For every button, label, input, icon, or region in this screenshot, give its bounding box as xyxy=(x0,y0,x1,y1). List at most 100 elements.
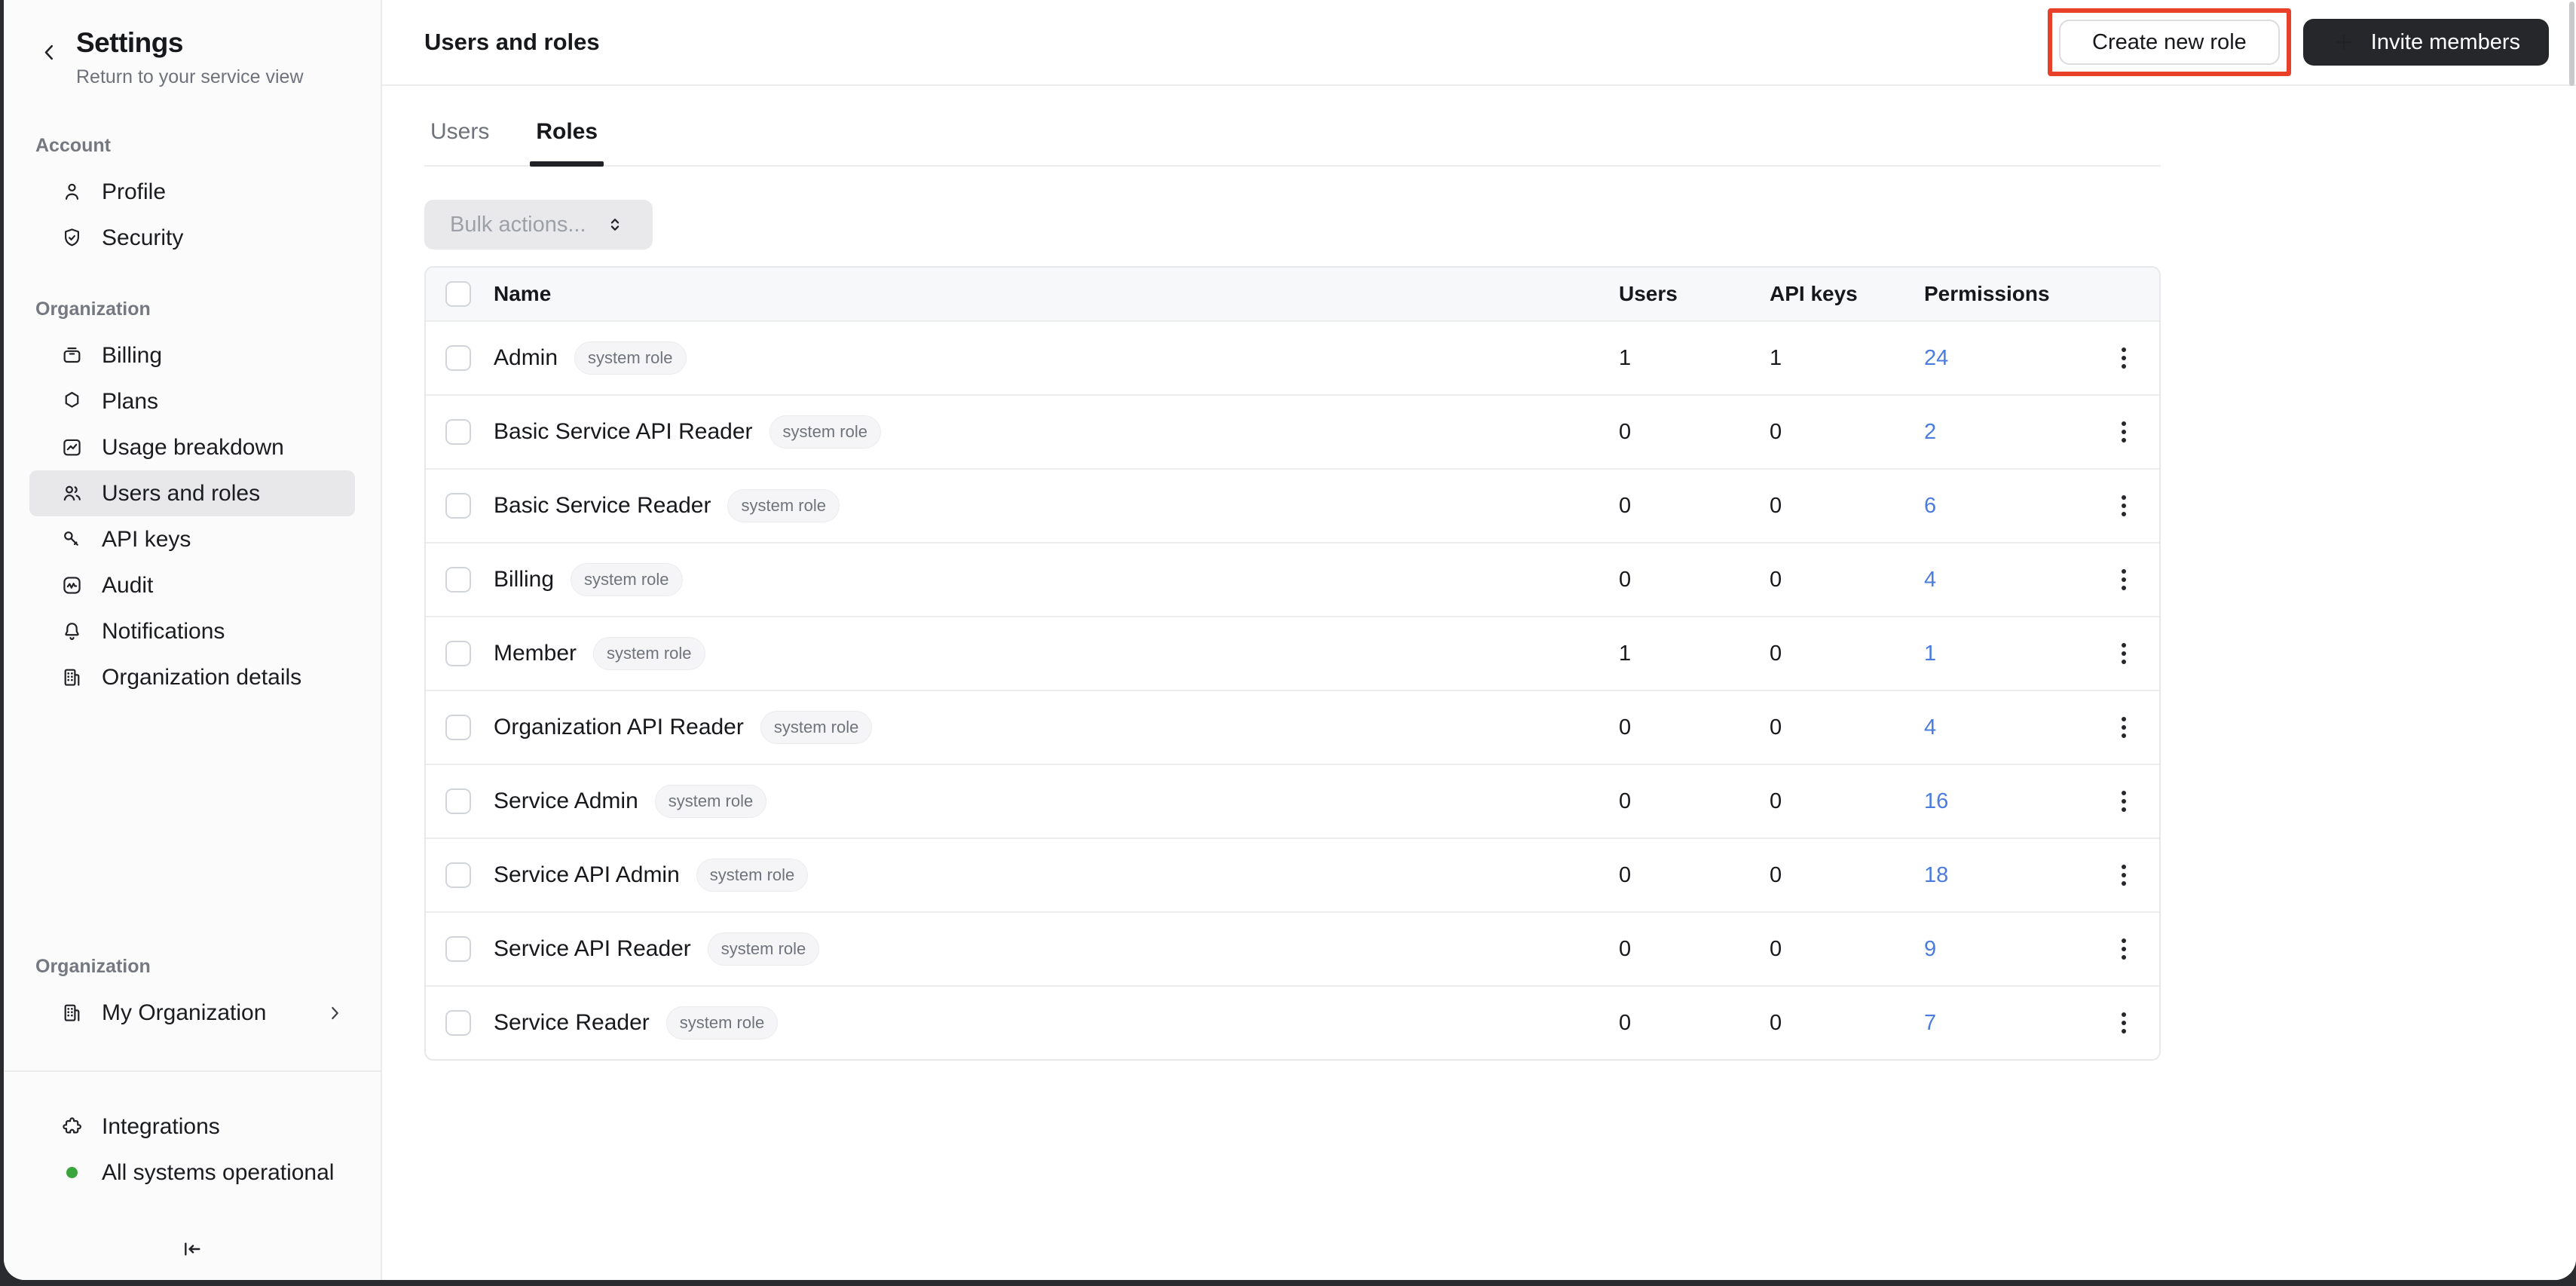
invite-members-button[interactable]: Invite members xyxy=(2302,19,2549,66)
app-window: Settings Return to your service view Acc… xyxy=(4,0,2576,1280)
row-checkbox[interactable] xyxy=(445,862,471,888)
permissions-link[interactable]: 6 xyxy=(1924,493,1937,518)
tab-bar: Users Roles xyxy=(424,119,2161,167)
role-name: Service Reader xyxy=(494,1010,650,1035)
hexagon-icon xyxy=(60,390,84,413)
row-actions-menu-button[interactable] xyxy=(2097,631,2150,676)
select-all-checkbox[interactable] xyxy=(445,281,471,307)
bulk-actions-select[interactable]: Bulk actions... xyxy=(424,200,653,250)
api-keys-count: 0 xyxy=(1770,862,1782,887)
select-chevrons-icon xyxy=(603,214,627,235)
row-checkbox[interactable] xyxy=(445,788,471,814)
users-count: 0 xyxy=(1619,567,1632,592)
permissions-link[interactable]: 16 xyxy=(1924,788,1949,813)
role-name-cell: Organization API Reader system role xyxy=(494,711,1619,744)
row-actions-menu-button[interactable] xyxy=(2097,409,2150,455)
row-actions-menu-button[interactable] xyxy=(2097,926,2150,972)
column-header-api-keys: API keys xyxy=(1770,282,1858,305)
system-role-badge: system role xyxy=(665,1006,779,1040)
sidebar-item-usage-breakdown[interactable]: Usage breakdown xyxy=(29,424,355,470)
row-actions-menu-button[interactable] xyxy=(2097,779,2150,824)
bell-icon xyxy=(60,620,84,643)
permissions-link[interactable]: 18 xyxy=(1924,862,1949,887)
users-count: 0 xyxy=(1619,493,1632,518)
kebab-icon xyxy=(2122,725,2126,730)
users-count: 0 xyxy=(1619,936,1632,961)
chevron-left-icon xyxy=(37,41,61,64)
row-checkbox[interactable] xyxy=(445,641,471,666)
system-role-badge: system role xyxy=(571,563,683,596)
sidebar-item-audit[interactable]: Audit xyxy=(29,562,355,608)
kebab-icon xyxy=(2122,1021,2126,1025)
role-name: Service API Admin xyxy=(494,862,680,887)
sidebar-item-label: Audit xyxy=(102,572,154,598)
sidebar-item-label: API keys xyxy=(102,526,191,552)
section-label-organization: Organization xyxy=(35,299,151,320)
system-role-badge: system role xyxy=(593,637,705,670)
organization-name: My Organization xyxy=(102,1000,267,1025)
system-role-badge: system role xyxy=(707,932,820,966)
row-actions-menu-button[interactable] xyxy=(2097,557,2150,602)
organization-switcher[interactable]: My Organization xyxy=(29,990,355,1036)
tab-users[interactable]: Users xyxy=(424,119,495,165)
collapse-sidebar-button[interactable] xyxy=(176,1236,209,1262)
row-actions-menu-button[interactable] xyxy=(2097,1000,2150,1046)
shield-check-icon xyxy=(60,226,84,250)
system-role-badge: system role xyxy=(654,785,767,818)
row-actions-menu-button[interactable] xyxy=(2097,483,2150,528)
sidebar-item-organization-details[interactable]: Organization details xyxy=(29,654,355,700)
table-header-row: Name Users API keys Permissions xyxy=(426,268,2159,320)
sidebar-item-plans[interactable]: Plans xyxy=(29,378,355,424)
permissions-link[interactable]: 1 xyxy=(1924,641,1937,666)
permissions-link[interactable]: 7 xyxy=(1924,1010,1937,1035)
table-row: Service API Reader system role 0 0 9 xyxy=(426,911,2159,985)
role-name: Service Admin xyxy=(494,788,638,813)
role-name: Service API Reader xyxy=(494,936,691,961)
permissions-link[interactable]: 4 xyxy=(1924,715,1937,739)
tab-roles[interactable]: Roles xyxy=(530,119,604,167)
row-actions-menu-button[interactable] xyxy=(2097,853,2150,898)
api-keys-count: 0 xyxy=(1770,715,1782,739)
content-area: Users Roles Bulk actions... Name Users A… xyxy=(382,119,2161,1061)
column-header-users: Users xyxy=(1619,282,1678,305)
role-name-cell: Service API Reader system role xyxy=(494,932,1619,966)
back-button[interactable] xyxy=(34,38,64,67)
row-checkbox[interactable] xyxy=(445,936,471,962)
sidebar-item-api-keys[interactable]: API keys xyxy=(29,516,355,562)
table-row: Member system role 1 0 1 xyxy=(426,616,2159,690)
sidebar-item-label: Users and roles xyxy=(102,480,261,506)
create-new-role-button[interactable]: Create new role xyxy=(2059,20,2280,65)
api-keys-count: 0 xyxy=(1770,788,1782,813)
scrollbar-thumb[interactable] xyxy=(2569,2,2574,86)
api-keys-count: 0 xyxy=(1770,936,1782,961)
permissions-link[interactable]: 9 xyxy=(1924,936,1937,961)
role-name-cell: Service API Admin system role xyxy=(494,859,1619,892)
row-checkbox[interactable] xyxy=(445,345,471,371)
sidebar-item-notifications[interactable]: Notifications xyxy=(29,608,355,654)
row-actions-menu-button[interactable] xyxy=(2097,705,2150,750)
sidebar-subtitle: Return to your service view xyxy=(76,66,304,87)
sidebar-item-billing[interactable]: Billing xyxy=(29,332,355,378)
wallet-icon xyxy=(60,344,84,367)
sidebar-item-security[interactable]: Security xyxy=(29,215,355,261)
sidebar-item-label: Profile xyxy=(102,179,167,204)
users-icon xyxy=(60,482,84,505)
sidebar-item-profile[interactable]: Profile xyxy=(29,169,355,215)
users-count: 0 xyxy=(1619,1010,1632,1035)
permissions-link[interactable]: 4 xyxy=(1924,567,1937,592)
row-checkbox[interactable] xyxy=(445,715,471,740)
kebab-icon xyxy=(2122,356,2126,360)
sidebar-header: Settings Return to your service view xyxy=(29,0,355,88)
permissions-link[interactable]: 2 xyxy=(1924,419,1937,444)
row-checkbox[interactable] xyxy=(445,493,471,519)
permissions-link[interactable]: 24 xyxy=(1924,345,1949,370)
sidebar-item-users-and-roles[interactable]: Users and roles xyxy=(29,470,355,516)
role-name: Organization API Reader xyxy=(494,715,744,739)
row-checkbox[interactable] xyxy=(445,1010,471,1036)
row-checkbox[interactable] xyxy=(445,419,471,445)
system-status-link[interactable]: All systems operational xyxy=(29,1150,355,1196)
row-actions-menu-button[interactable] xyxy=(2097,335,2150,381)
sidebar-item-integrations[interactable]: Integrations xyxy=(29,1104,355,1150)
row-checkbox[interactable] xyxy=(445,567,471,592)
sidebar-item-label: Plans xyxy=(102,388,159,414)
